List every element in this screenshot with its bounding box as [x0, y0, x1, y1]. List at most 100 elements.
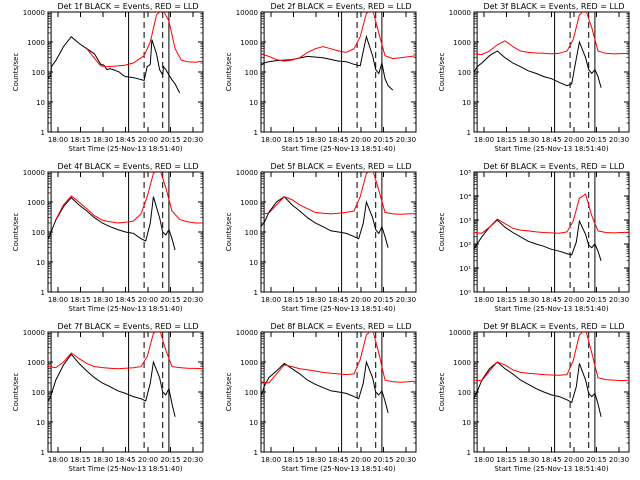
x-tick-label: 20:15: [373, 456, 393, 464]
x-tick-label: 18:15: [496, 136, 516, 144]
y-tick-label: 10¹: [459, 265, 471, 273]
x-tick-label: 20:00: [564, 136, 584, 144]
x-tick-label: 18:30: [306, 456, 326, 464]
y-tick-label: 1000: [27, 39, 45, 47]
x-tick-label: 18:30: [93, 136, 113, 144]
y-tick-label: 1000: [453, 359, 471, 367]
x-tick-label: 20:30: [609, 456, 629, 464]
x-tick-label: 20:00: [138, 456, 158, 464]
events-series-line: [261, 360, 389, 414]
lld-series-line: [86, 12, 203, 68]
x-tick-label: 18:45: [115, 456, 135, 464]
y-tick-label: 1000: [240, 359, 258, 367]
detector-panel-5: Det 5f BLACK = Events, RED = LLD 1 10 100 10…: [225, 162, 417, 313]
y-tick-label: 100: [458, 389, 471, 397]
y-tick-label: 1000: [240, 199, 258, 207]
y-tick-label: 10³: [459, 217, 471, 225]
x-tick-label: 20:30: [396, 456, 416, 464]
events-series-line: [48, 35, 181, 94]
x-axis-label: Start Time (25-Nov-13 18:51:40): [281, 145, 395, 153]
x-tick-label: 18:00: [48, 296, 68, 304]
events-series-line: [261, 196, 389, 248]
panel-title: Det 9f BLACK = Events, RED = LLD: [483, 322, 624, 331]
x-tick-label: 18:00: [474, 296, 494, 304]
x-tick-label: 18:45: [328, 456, 348, 464]
y-tick-label: 10: [462, 419, 471, 427]
y-tick-label: 1000: [240, 39, 258, 47]
panel-title: Det 3f BLACK = Events, RED = LLD: [483, 2, 624, 11]
panel-title: Det 2f BLACK = Events, RED = LLD: [270, 2, 411, 11]
lld-series-line: [261, 12, 416, 62]
y-tick-label: 1: [254, 289, 258, 297]
y-tick-label: 1: [254, 449, 258, 457]
y-tick-label: 10000: [23, 9, 45, 17]
detector-panel-1: Det 1f BLACK = Events, RED = LLD 1 10 100 10…: [12, 2, 204, 153]
y-tick-label: 10: [36, 419, 45, 427]
events-series-line: [48, 353, 176, 417]
x-tick-label: 18:45: [328, 136, 348, 144]
panel-title: Det 5f BLACK = Events, RED = LLD: [270, 162, 411, 171]
x-tick-label: 20:15: [586, 296, 606, 304]
y-tick-label: 10: [36, 259, 45, 267]
lld-series-line: [474, 12, 629, 56]
detector-panel-6: Det 6f BLACK = Events, RED = LLD 10⁰ 10¹ 10…: [438, 162, 630, 313]
events-series-line: [474, 219, 602, 261]
x-tick-label: 18:30: [306, 136, 326, 144]
x-tick-label: 18:00: [261, 136, 281, 144]
x-tick-label: 18:15: [70, 296, 90, 304]
events-series-line: [474, 361, 602, 417]
panel-title: Det 8f BLACK = Events, RED = LLD: [270, 322, 411, 331]
x-tick-label: 20:00: [138, 136, 158, 144]
panel-title: Det 7f BLACK = Events, RED = LLD: [57, 322, 198, 331]
y-tick-label: 10000: [236, 329, 258, 337]
y-tick-label: 100: [32, 69, 45, 77]
x-axis-label: Start Time (25-Nov-13 18:51:40): [494, 305, 608, 313]
x-tick-label: 18:00: [48, 456, 68, 464]
x-tick-label: 18:00: [261, 296, 281, 304]
x-tick-label: 18:45: [541, 296, 561, 304]
x-tick-label: 20:30: [396, 296, 416, 304]
x-tick-label: 18:15: [70, 456, 90, 464]
y-tick-label: 1: [467, 449, 471, 457]
lld-series-line: [261, 332, 416, 384]
y-tick-label: 10: [36, 99, 45, 107]
y-axis-label: Counts/sec: [12, 53, 20, 92]
y-tick-label: 1: [41, 129, 45, 137]
plot-frame: [260, 11, 417, 133]
x-tick-label: 18:15: [496, 456, 516, 464]
y-axis-label: Counts/sec: [438, 213, 446, 252]
x-tick-label: 18:30: [519, 136, 539, 144]
detector-panel-7: Det 7f BLACK = Events, RED = LLD 1 10 100 10…: [12, 322, 204, 473]
x-tick-label: 20:00: [351, 296, 371, 304]
x-tick-label: 20:15: [160, 296, 180, 304]
x-axis-label: Start Time (25-Nov-13 18:51:40): [68, 145, 182, 153]
x-axis-label: Start Time (25-Nov-13 18:51:40): [68, 305, 182, 313]
x-tick-label: 20:15: [373, 296, 393, 304]
panel-title: Det 6f BLACK = Events, RED = LLD: [483, 162, 624, 171]
x-tick-label: 20:15: [160, 136, 180, 144]
detector-panel-4: Det 4f BLACK = Events, RED = LLD 1 10 100 10…: [12, 162, 204, 313]
y-tick-label: 100: [32, 389, 45, 397]
x-tick-label: 20:30: [609, 136, 629, 144]
y-axis-label: Counts/sec: [225, 213, 233, 252]
x-tick-label: 18:45: [541, 456, 561, 464]
x-tick-label: 18:15: [283, 456, 303, 464]
y-axis-label: Counts/sec: [438, 53, 446, 92]
lld-series-line: [48, 332, 203, 370]
y-tick-label: 100: [458, 69, 471, 77]
x-tick-label: 18:30: [519, 456, 539, 464]
y-axis-label: Counts/sec: [225, 373, 233, 412]
y-tick-label: 100: [32, 229, 45, 237]
y-tick-label: 10000: [23, 169, 45, 177]
y-axis-label: Counts/sec: [225, 53, 233, 92]
x-tick-label: 20:15: [160, 456, 180, 464]
y-tick-label: 10000: [23, 329, 45, 337]
y-tick-label: 1000: [27, 359, 45, 367]
x-tick-label: 20:30: [183, 136, 203, 144]
y-tick-label: 1: [41, 289, 45, 297]
y-axis-label: Counts/sec: [12, 213, 20, 252]
x-axis-label: Start Time (25-Nov-13 18:51:40): [281, 465, 395, 473]
y-tick-label: 1000: [27, 199, 45, 207]
detector-panel-9: Det 9f BLACK = Events, RED = LLD 1 10 100 10…: [438, 322, 630, 473]
x-tick-label: 18:00: [474, 136, 494, 144]
